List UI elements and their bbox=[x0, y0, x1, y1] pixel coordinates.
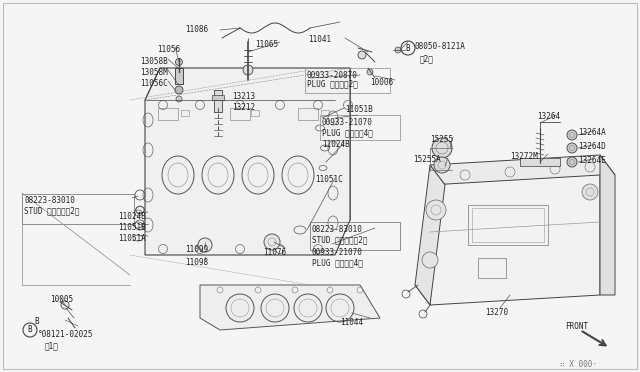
Text: 11044: 11044 bbox=[340, 318, 363, 327]
Circle shape bbox=[175, 58, 182, 65]
Text: 00933-21070: 00933-21070 bbox=[312, 248, 363, 257]
Text: 08050-8121A: 08050-8121A bbox=[415, 42, 466, 51]
Text: 11051C: 11051C bbox=[315, 175, 343, 184]
Circle shape bbox=[567, 157, 577, 167]
Text: 13058M: 13058M bbox=[140, 68, 168, 77]
Text: （2）: （2） bbox=[420, 54, 434, 63]
Circle shape bbox=[198, 238, 212, 252]
Text: 00933-20870: 00933-20870 bbox=[307, 71, 358, 80]
Text: 11051A: 11051A bbox=[118, 234, 146, 243]
Text: 13213: 13213 bbox=[232, 92, 255, 101]
Polygon shape bbox=[600, 155, 615, 295]
Text: 10005: 10005 bbox=[50, 295, 73, 304]
Text: 11099: 11099 bbox=[185, 245, 208, 254]
Polygon shape bbox=[430, 155, 615, 185]
Text: FRONT: FRONT bbox=[565, 322, 588, 331]
Text: 13264: 13264 bbox=[537, 112, 560, 121]
Text: 13264E: 13264E bbox=[578, 156, 605, 165]
Circle shape bbox=[582, 184, 598, 200]
Text: 11076: 11076 bbox=[263, 248, 286, 257]
Text: 15255A: 15255A bbox=[413, 155, 441, 164]
Circle shape bbox=[422, 252, 438, 268]
Circle shape bbox=[567, 143, 577, 153]
FancyBboxPatch shape bbox=[214, 90, 222, 112]
Circle shape bbox=[176, 96, 182, 102]
Text: （1）: （1） bbox=[45, 341, 59, 350]
Circle shape bbox=[426, 200, 446, 220]
FancyBboxPatch shape bbox=[520, 158, 560, 166]
Text: 11024B: 11024B bbox=[118, 212, 146, 221]
Text: 11086: 11086 bbox=[185, 25, 208, 34]
Text: 11051B: 11051B bbox=[118, 223, 146, 232]
Polygon shape bbox=[430, 175, 600, 305]
Text: 11024B: 11024B bbox=[322, 140, 349, 149]
Circle shape bbox=[434, 157, 450, 173]
Polygon shape bbox=[145, 68, 350, 255]
Text: 08223-83010: 08223-83010 bbox=[24, 196, 75, 205]
Polygon shape bbox=[415, 165, 445, 305]
Text: 08223-83010: 08223-83010 bbox=[312, 225, 363, 234]
Text: 13264D: 13264D bbox=[578, 142, 605, 151]
Circle shape bbox=[243, 65, 253, 75]
Circle shape bbox=[358, 51, 366, 59]
Text: 11098: 11098 bbox=[185, 258, 208, 267]
Circle shape bbox=[175, 86, 183, 94]
Text: ∷ X 000·: ∷ X 000· bbox=[560, 360, 597, 369]
FancyBboxPatch shape bbox=[175, 68, 183, 84]
Text: 13058B: 13058B bbox=[140, 57, 168, 66]
Text: 00933-21070: 00933-21070 bbox=[322, 118, 373, 127]
Text: 11065: 11065 bbox=[255, 40, 278, 49]
Circle shape bbox=[395, 47, 401, 53]
Text: PLUG プラグ（2）: PLUG プラグ（2） bbox=[307, 79, 358, 88]
Text: 10006: 10006 bbox=[370, 78, 393, 87]
Circle shape bbox=[367, 69, 373, 75]
Text: 11041: 11041 bbox=[308, 35, 331, 44]
Text: STUD スタッド（2）: STUD スタッド（2） bbox=[312, 235, 367, 244]
Text: B: B bbox=[28, 326, 32, 334]
Text: 13264A: 13264A bbox=[578, 128, 605, 137]
Text: °08121-02025: °08121-02025 bbox=[38, 330, 93, 339]
Polygon shape bbox=[200, 285, 380, 330]
Circle shape bbox=[264, 234, 280, 250]
Circle shape bbox=[567, 130, 577, 140]
Text: 11056C: 11056C bbox=[140, 79, 168, 88]
Text: 13270: 13270 bbox=[485, 308, 508, 317]
Text: 11056: 11056 bbox=[157, 45, 180, 54]
Text: 15255: 15255 bbox=[430, 135, 453, 144]
Text: B: B bbox=[406, 44, 410, 52]
Text: STUD スタッド（2）: STUD スタッド（2） bbox=[24, 206, 79, 215]
Text: 13212: 13212 bbox=[232, 103, 255, 112]
Circle shape bbox=[432, 138, 452, 158]
Text: PLUG プラグ（4）: PLUG プラグ（4） bbox=[312, 258, 363, 267]
Text: B: B bbox=[35, 317, 39, 327]
Text: PLUG プラグ（4）: PLUG プラグ（4） bbox=[322, 128, 373, 137]
FancyBboxPatch shape bbox=[212, 95, 224, 100]
Text: 11051B: 11051B bbox=[345, 105, 372, 114]
Text: 13272M: 13272M bbox=[510, 152, 538, 161]
